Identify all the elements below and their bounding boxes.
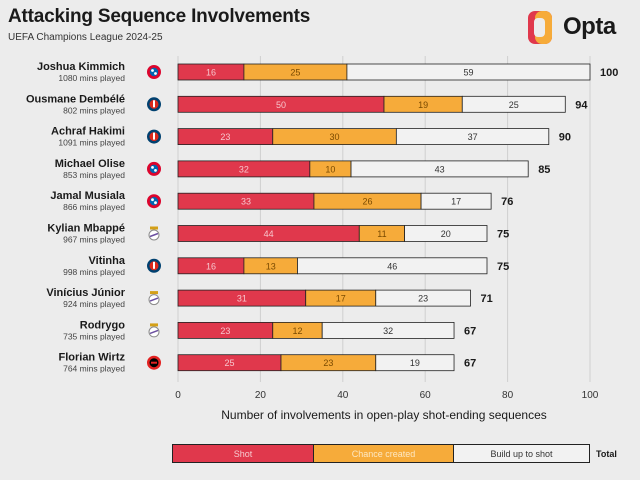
bar-build-up	[321, 321, 455, 339]
club-crest-icon	[147, 97, 161, 112]
legend-shot: Shot	[173, 445, 314, 462]
opta-logo-icon	[528, 11, 552, 44]
bar-chance-created-label: 23	[323, 358, 333, 368]
bar-shot-label: 25	[224, 358, 234, 368]
bar-chance-created-label: 11	[377, 229, 386, 239]
bar-total-label: 75	[497, 261, 509, 273]
x-tick-label: 100	[582, 390, 599, 401]
club-crest-icon	[148, 323, 160, 338]
player-minutes: 853 mins played	[63, 170, 125, 180]
bar-shot-label: 16	[206, 261, 216, 271]
bar-chance-created-label: 10	[325, 164, 335, 174]
bar-build-up	[404, 225, 488, 242]
bar-shot-label: 23	[220, 132, 230, 142]
player-minutes: 735 mins played	[63, 331, 125, 341]
player-name: Achraf Hakimi	[51, 126, 125, 138]
bar-build-up-label: 43	[435, 164, 445, 174]
player-minutes: 1091 mins played	[58, 138, 125, 148]
club-crest-icon	[147, 129, 161, 144]
player-minutes: 764 mins played	[63, 364, 125, 374]
legend-build-up: Build up to shot	[454, 445, 589, 462]
player-minutes: 1080 mins played	[58, 73, 125, 83]
bar-build-up-label: 25	[509, 100, 519, 110]
bar-shot-label: 23	[220, 326, 230, 336]
bar-chance-created-label: 19	[418, 100, 428, 110]
player-minutes: 802 mins played	[63, 105, 125, 115]
bar-chance-created-label: 13	[266, 261, 276, 271]
bar-total-label: 75	[497, 229, 509, 241]
legend-chance-created: Chance created	[314, 445, 454, 462]
bar-build-up-label: 20	[441, 229, 451, 239]
bar-build-up	[461, 95, 566, 113]
bar-shot-label: 44	[264, 229, 274, 239]
bar-total-label: 100	[600, 67, 618, 79]
bar-shot-label: 16	[206, 68, 216, 78]
club-crest-icon	[148, 226, 160, 241]
bar-build-up	[297, 257, 488, 275]
bar-build-up-label: 19	[410, 358, 420, 368]
player-minutes: 967 mins played	[63, 235, 125, 245]
bar-shot-label: 33	[241, 197, 251, 207]
player-name: Rodrygo	[80, 319, 126, 331]
bar-total-label: 76	[501, 196, 513, 208]
bar-build-up	[350, 160, 529, 178]
club-crest-icon	[147, 161, 161, 176]
player-name: Ousmane Dembélé	[26, 93, 125, 105]
player-name: Florian Wirtz	[58, 352, 125, 364]
club-crest-icon	[147, 194, 161, 209]
bar-chance-created-label: 26	[363, 197, 373, 207]
club-crest-icon	[147, 258, 161, 273]
bar-chance-created-label: 25	[290, 68, 300, 78]
bar-shot-label: 32	[239, 164, 249, 174]
bar-total-label: 67	[464, 325, 476, 337]
bar-build-up-label: 46	[387, 261, 397, 271]
chart-subtitle: UEFA Champions League 2024-25	[8, 32, 163, 43]
bar-build-up-label: 17	[451, 197, 461, 207]
bar-build-up-label: 32	[383, 326, 393, 336]
bar-build-up	[375, 354, 455, 372]
legend: Shot Chance created Build up to shot	[172, 444, 590, 463]
x-tick-label: 80	[502, 390, 514, 401]
player-name: Jamal Musiala	[50, 190, 125, 202]
player-name: Vitinha	[89, 255, 126, 267]
bar-total-label: 71	[481, 293, 493, 305]
bar-shot-label: 50	[276, 100, 286, 110]
bar-build-up-label: 37	[468, 132, 478, 142]
bar-build-up	[420, 192, 492, 210]
x-tick-label: 0	[175, 390, 181, 401]
bar-build-up	[346, 63, 591, 81]
bar-build-up	[395, 128, 550, 146]
bar-chance-created-label: 30	[330, 132, 340, 142]
player-name: Kylian Mbappé	[47, 223, 125, 235]
x-axis-title: Number of involvements in open-play shot…	[221, 408, 547, 422]
club-crest-icon	[147, 355, 161, 370]
bar-shot-label: 31	[237, 294, 247, 304]
player-name: Vinícius Júnior	[46, 287, 125, 299]
chart-title: Attacking Sequence Involvements	[8, 6, 311, 27]
legend-total: Total	[596, 449, 617, 459]
x-tick-label: 40	[337, 390, 349, 401]
bar-total-label: 90	[559, 132, 571, 144]
opta-brand-text: Opta	[563, 13, 616, 40]
player-minutes: 998 mins played	[63, 267, 125, 277]
club-crest-icon	[148, 291, 160, 306]
bar-total-label: 85	[538, 164, 550, 176]
player-minutes: 924 mins played	[63, 299, 125, 309]
club-crest-icon	[147, 65, 161, 79]
bar-build-up-label: 59	[463, 68, 473, 78]
bar-chance-created-label: 12	[292, 326, 302, 336]
player-name: Joshua Kimmich	[37, 61, 125, 73]
x-tick-label: 60	[420, 390, 432, 401]
player-minutes: 866 mins played	[63, 202, 125, 212]
bar-chance-created-label: 17	[336, 294, 346, 304]
x-tick-label: 20	[255, 390, 267, 401]
bar-total-label: 94	[575, 99, 588, 111]
player-name: Michael Olise	[55, 158, 125, 170]
bar-build-up-label: 23	[418, 294, 428, 304]
bar-build-up	[375, 289, 471, 307]
bar-total-label: 67	[464, 358, 476, 370]
